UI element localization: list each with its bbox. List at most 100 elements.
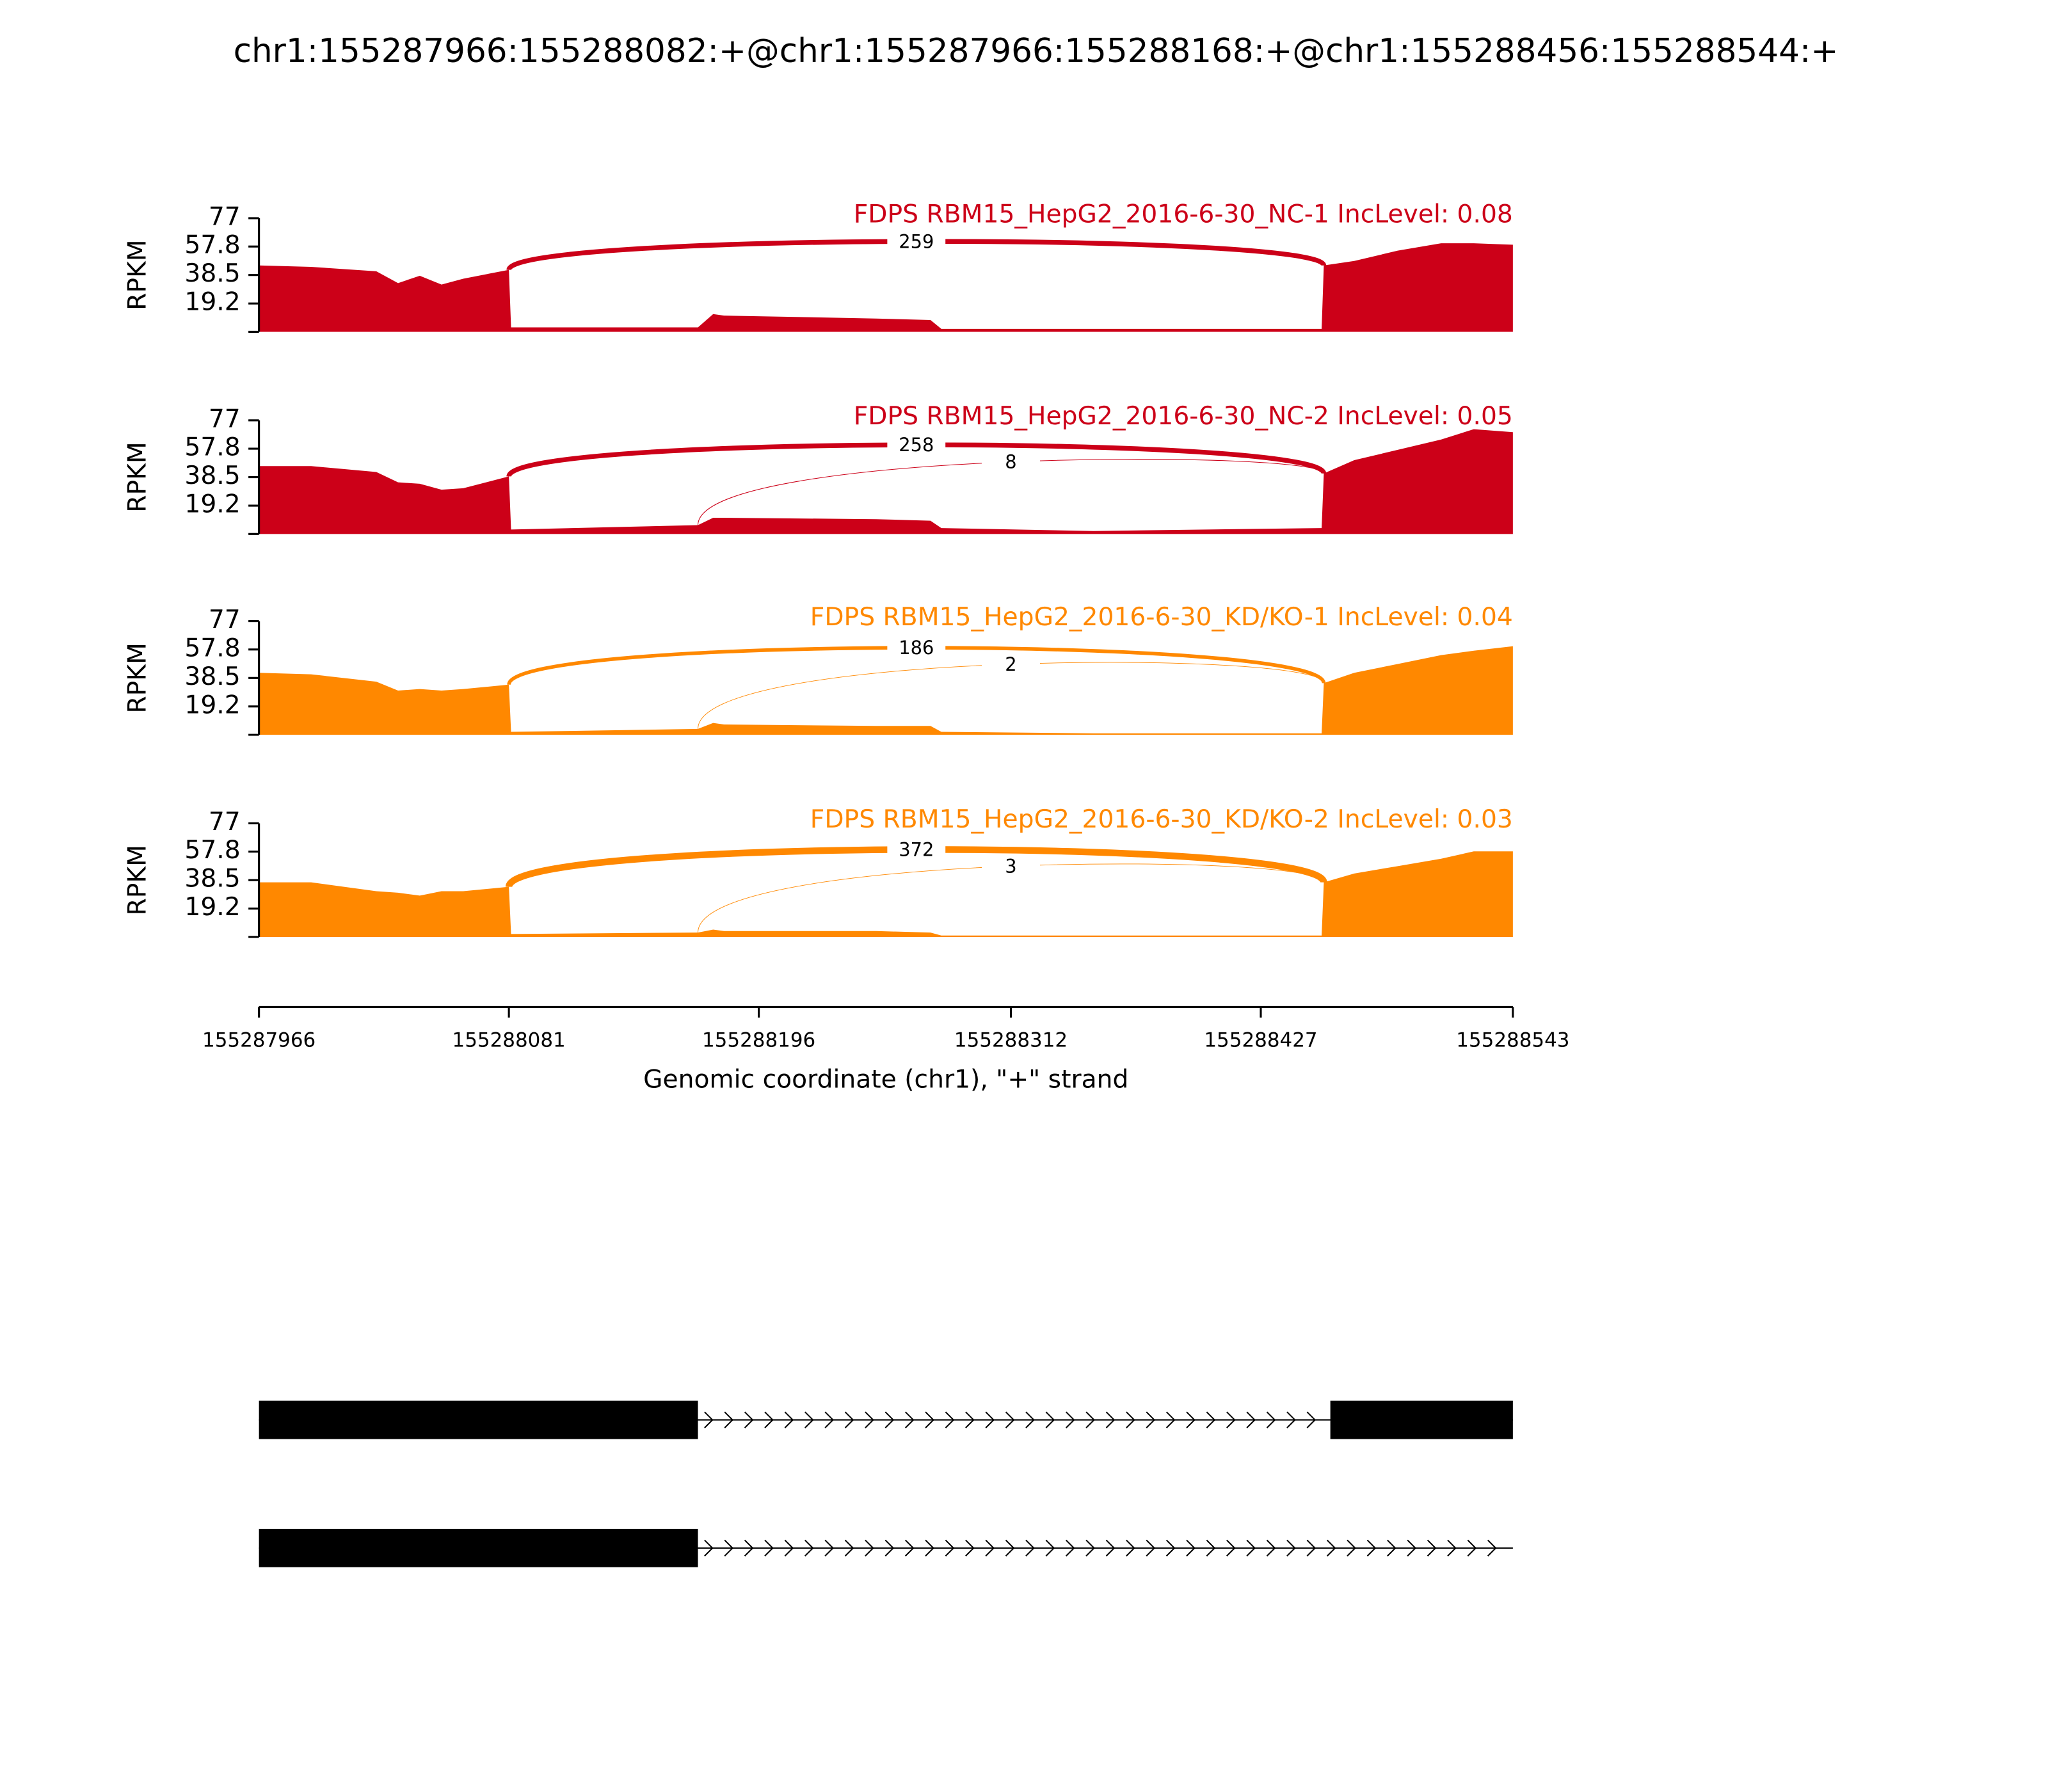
y-tick-label: 77 (209, 202, 241, 231)
strand-chevron (1085, 1539, 1095, 1556)
junction-label: 2 (1005, 653, 1016, 675)
junction-label-bg (982, 855, 1040, 877)
y-tick-label: 38.5 (184, 461, 240, 490)
strand-chevron (1487, 1539, 1497, 1556)
track-title: FDPS RBM15_HepG2_2016-6-30_NC-1 IncLevel… (854, 200, 1513, 228)
coverage-area (259, 646, 1513, 735)
strand-chevron (1226, 1539, 1236, 1556)
coverage-area (259, 851, 1513, 937)
y-tick-label: 57.8 (184, 634, 240, 662)
junction-label: 3 (1005, 855, 1016, 877)
strand-chevron (1165, 1411, 1176, 1428)
strand-chevron (1407, 1539, 1417, 1556)
strand-chevron (1306, 1539, 1316, 1556)
junction-label-bg (982, 653, 1040, 675)
x-tick-label: 155288081 (452, 1029, 566, 1052)
track-title: FDPS RBM15_HepG2_2016-6-30_KD/KO-2 IncLe… (810, 805, 1513, 834)
strand-chevron (965, 1411, 975, 1428)
x-tick-label: 155288543 (1456, 1029, 1569, 1052)
strand-chevron (1126, 1539, 1135, 1556)
strand-chevron (1126, 1411, 1135, 1428)
exon (259, 1400, 698, 1439)
strand-chevron (1105, 1539, 1116, 1556)
strand-chevron (1186, 1411, 1196, 1428)
strand-chevron (804, 1411, 814, 1428)
y-axis-label: RPKM (123, 239, 152, 310)
strand-chevron (925, 1539, 934, 1556)
junction-label-bg (887, 637, 946, 659)
strand-chevron (1347, 1539, 1356, 1556)
strand-chevron (1366, 1539, 1377, 1556)
junction-label-bg (887, 230, 946, 252)
strand-chevron (945, 1539, 955, 1556)
coverage-area (259, 429, 1513, 534)
strand-chevron (965, 1539, 975, 1556)
strand-chevron (925, 1411, 934, 1428)
strand-chevron (1146, 1411, 1156, 1428)
track-title: FDPS RBM15_HepG2_2016-6-30_KD/KO-1 IncLe… (810, 603, 1513, 632)
strand-chevron (985, 1539, 995, 1556)
strand-chevron (824, 1539, 834, 1556)
strand-chevron (784, 1411, 794, 1428)
strand-chevron (704, 1539, 714, 1556)
strand-chevron (1427, 1539, 1437, 1556)
junction-label: 8 (1005, 451, 1016, 473)
track-title: FDPS RBM15_HepG2_2016-6-30_NC-2 IncLevel… (854, 402, 1513, 431)
y-tick-label: 38.5 (184, 865, 240, 893)
strand-chevron (884, 1539, 895, 1556)
strand-chevron (1065, 1411, 1075, 1428)
plot-title: chr1:155287966:155288082:+@chr1:15528796… (234, 32, 1839, 70)
y-tick-label: 57.8 (184, 836, 240, 865)
strand-chevron (1326, 1539, 1336, 1556)
strand-chevron (804, 1539, 814, 1556)
strand-chevron (1025, 1539, 1035, 1556)
strand-chevron (985, 1411, 995, 1428)
y-tick-label: 57.8 (184, 231, 240, 260)
strand-chevron (1226, 1411, 1236, 1428)
y-tick-label: 38.5 (184, 662, 240, 691)
strand-chevron (844, 1411, 854, 1428)
junction-label-bg (982, 451, 1040, 473)
junction-label: 186 (899, 637, 934, 659)
strand-chevron (1146, 1539, 1156, 1556)
strand-chevron (1165, 1539, 1176, 1556)
strand-chevron (784, 1539, 794, 1556)
strand-chevron (1045, 1411, 1055, 1428)
strand-chevron (1447, 1539, 1457, 1556)
strand-chevron (724, 1539, 734, 1556)
y-tick-label: 77 (209, 404, 241, 433)
strand-chevron (764, 1411, 774, 1428)
y-tick-label: 19.2 (184, 691, 240, 719)
y-tick-label: 19.2 (184, 490, 240, 519)
y-tick-label: 57.8 (184, 433, 240, 462)
strand-chevron (1387, 1539, 1396, 1556)
x-tick-label: 155288312 (954, 1029, 1068, 1052)
junction-label-bg (887, 434, 946, 456)
strand-chevron (744, 1411, 754, 1428)
strand-chevron (1266, 1539, 1276, 1556)
junction-label-bg (887, 838, 946, 860)
strand-chevron (744, 1539, 754, 1556)
strand-chevron (1206, 1539, 1216, 1556)
strand-chevron (1286, 1411, 1296, 1428)
x-tick-label: 155287966 (202, 1029, 316, 1052)
strand-chevron (704, 1411, 714, 1428)
strand-chevron (1246, 1411, 1256, 1428)
strand-chevron (764, 1539, 774, 1556)
y-axis-label: RPKM (123, 845, 152, 915)
strand-chevron (824, 1411, 834, 1428)
strand-chevron (904, 1539, 915, 1556)
strand-chevron (1085, 1411, 1095, 1428)
junction-label: 259 (899, 230, 934, 252)
y-tick-label: 38.5 (184, 259, 240, 288)
strand-chevron (1206, 1411, 1216, 1428)
y-axis-label: RPKM (123, 643, 152, 713)
strand-chevron (1005, 1411, 1015, 1428)
strand-chevron (844, 1539, 854, 1556)
strand-chevron (1286, 1539, 1296, 1556)
strand-chevron (1045, 1539, 1055, 1556)
y-tick-label: 77 (209, 605, 241, 634)
y-axis-label: RPKM (123, 442, 152, 512)
